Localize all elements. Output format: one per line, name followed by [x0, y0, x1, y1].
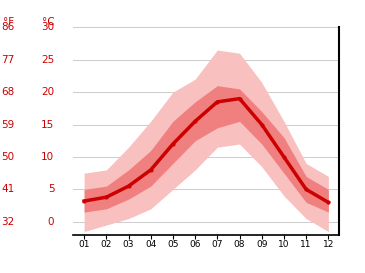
Text: 50: 50	[1, 152, 14, 162]
Text: 32: 32	[1, 217, 14, 227]
Text: 20: 20	[41, 87, 54, 97]
Text: 86: 86	[1, 22, 14, 32]
Text: 25: 25	[41, 55, 54, 65]
Text: 15: 15	[41, 120, 54, 130]
Text: 59: 59	[1, 120, 14, 130]
Text: 77: 77	[1, 55, 14, 65]
Text: °F: °F	[3, 17, 14, 27]
Text: 10: 10	[41, 152, 54, 162]
Text: 5: 5	[48, 184, 54, 194]
Text: 68: 68	[1, 87, 14, 97]
Text: °C: °C	[42, 17, 54, 27]
Text: 30: 30	[41, 22, 54, 32]
Text: 41: 41	[1, 184, 14, 194]
Text: 0: 0	[48, 217, 54, 227]
